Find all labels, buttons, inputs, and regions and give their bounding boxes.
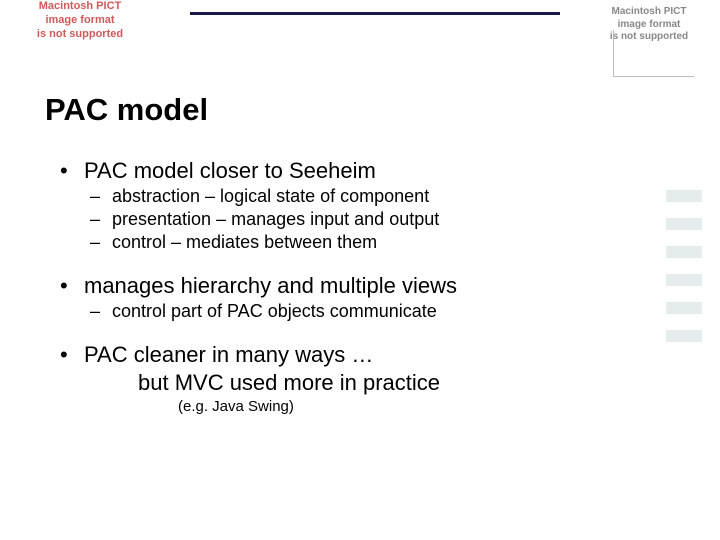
bullet-3-note: (e.g. Java Swing): [60, 398, 620, 415]
bullet-2-sub-1: control part of PAC objects communicate: [60, 301, 620, 322]
slide: Macintosh PICTimage formatis not support…: [0, 0, 720, 540]
pict-placeholder-top: Macintosh PICTimage formatis not support…: [0, 0, 160, 41]
bullet-3b: but MVC used more in practice: [60, 370, 620, 396]
slide-title: PAC model: [45, 92, 208, 128]
bullet-1-sub-2: presentation – manages input and output: [60, 209, 620, 230]
bullet-1-sub-1: abstraction – logical state of component: [60, 186, 620, 207]
decor-block: [666, 330, 702, 342]
decor-block: [666, 218, 702, 230]
decor-block: [666, 302, 702, 314]
logo-placeholder-box: [613, 30, 694, 77]
decor-block: [666, 246, 702, 258]
bullet-1-sub-3: control – mediates between them: [60, 232, 620, 253]
bullet-3a: PAC cleaner in many ways …: [60, 342, 620, 368]
header-rule: [190, 12, 560, 15]
bullet-2: manages hierarchy and multiple views: [60, 273, 620, 299]
decor-block: [666, 274, 702, 286]
right-decor-stack: [666, 190, 702, 342]
slide-body: PAC model closer to Seeheim abstraction …: [60, 158, 620, 415]
decor-block: [666, 190, 702, 202]
bullet-1: PAC model closer to Seeheim: [60, 158, 620, 184]
